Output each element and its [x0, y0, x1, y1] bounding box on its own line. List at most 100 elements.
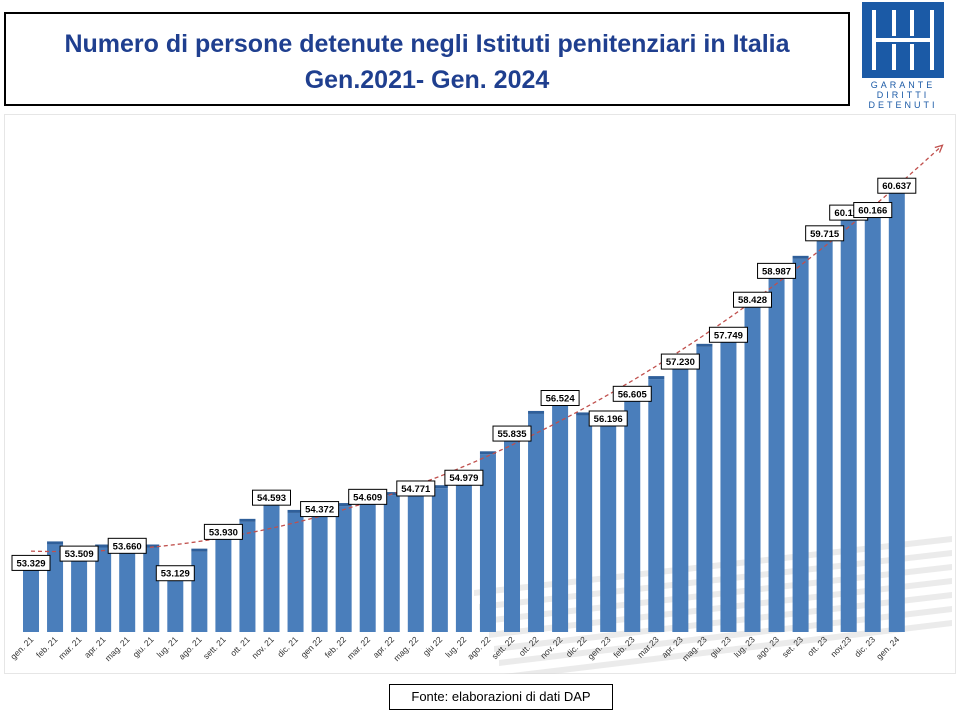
bar [455, 478, 472, 632]
data-label-text: 54.372 [305, 505, 334, 516]
logo-emblem-icon [862, 2, 944, 78]
bar [744, 300, 761, 632]
data-label-box [540, 390, 580, 407]
data-label-box [612, 385, 652, 402]
data-label-box [757, 262, 797, 279]
bar-top [191, 548, 208, 552]
data-label-text: 54.771 [401, 484, 431, 495]
x-tick-label: giu. 21 [131, 634, 156, 659]
data-label-text: 57.749 [714, 330, 743, 341]
bar [191, 551, 208, 632]
data-label: 54.979 [444, 469, 484, 486]
x-tick-label: mar. 22 [345, 634, 372, 661]
data-label-box [348, 488, 388, 505]
bar-top [792, 255, 809, 259]
data-label-text: 60.166 [858, 206, 887, 217]
bar [888, 186, 905, 632]
x-tick-label: gen. 24 [874, 634, 901, 661]
data-label-box [396, 480, 436, 497]
data-label-box [11, 554, 51, 571]
floor-stripe [479, 550, 952, 610]
bar [576, 415, 593, 632]
bar [263, 498, 280, 632]
x-tick-label: lug. 21 [155, 634, 180, 659]
bar [552, 398, 569, 632]
data-label-box [708, 326, 748, 343]
data-label-box [203, 523, 243, 540]
x-tick-label: gen. 21 [8, 634, 35, 661]
bar-top [47, 541, 64, 545]
bar [768, 271, 785, 632]
data-label-text: 53.930 [209, 527, 238, 538]
data-labels-group: 53.329 53.509 53.660 53.129 53.930 54.593 54.3… [11, 177, 917, 582]
logo-word-detenuti: DETENUTI [868, 100, 938, 110]
x-tick-label: ago. 21 [177, 634, 204, 661]
chart-title-line2: Gen.2021- Gen. 2024 [304, 66, 550, 94]
data-label-text: 57.230 [666, 357, 695, 368]
bar [624, 394, 641, 632]
bar [23, 563, 39, 632]
data-label: 54.372 [300, 501, 340, 518]
data-label: 58.987 [757, 262, 797, 279]
data-label: 54.609 [348, 488, 388, 505]
bar [840, 213, 857, 632]
data-label-text: 58.428 [738, 295, 767, 306]
data-label-box [492, 425, 532, 442]
data-label-text: 56.605 [618, 389, 648, 400]
bar-top [287, 509, 304, 513]
data-label-text: 54.979 [449, 473, 478, 484]
bar [335, 506, 352, 632]
logo-word-diritti: DIRITTI [876, 90, 930, 100]
bar [600, 418, 617, 632]
data-label-text: 58.987 [762, 266, 791, 277]
data-label-text: 60.637 [882, 181, 911, 192]
data-label-box [733, 291, 772, 308]
data-label: 56.524 [540, 390, 580, 407]
x-tick-label: giu 22 [421, 634, 445, 658]
trendline-arrowhead [934, 144, 944, 153]
x-tick-label: lug. 22 [443, 634, 468, 659]
bar [672, 362, 689, 632]
data-label-text: 53.329 [16, 558, 45, 569]
x-tick-label: dic. 21 [275, 634, 300, 659]
data-label-box [853, 202, 893, 219]
data-label: 55.835 [492, 425, 532, 442]
garante-logo: GARANTE DIRITTI DETENUTI [862, 2, 944, 110]
data-label: 57.749 [708, 326, 748, 343]
x-tick-label: feb. 21 [34, 634, 60, 660]
data-label-box [155, 565, 195, 582]
data-label-box [444, 469, 484, 486]
data-label-box [660, 353, 700, 370]
bar-top [528, 410, 545, 414]
data-label-text: 54.609 [353, 492, 382, 503]
bar-top [143, 544, 160, 548]
bar [816, 233, 833, 632]
x-tick-label: dic. 23 [852, 634, 877, 659]
bar-top [696, 343, 713, 347]
x-tick-label: mag. 21 [103, 634, 132, 663]
x-tick-label: mar. 21 [56, 634, 83, 661]
bars-group [23, 183, 905, 632]
bar [119, 546, 136, 632]
chart-area: 53.329 53.509 53.660 53.129 53.930 54.593 54.3… [4, 114, 956, 674]
data-label-text: 56.196 [594, 414, 623, 425]
bar [696, 346, 713, 632]
x-tick-label: mag. 22 [391, 634, 420, 663]
bar [792, 258, 809, 632]
x-tick-label: nov. 21 [250, 634, 277, 661]
bar-chart: 53.329 53.509 53.660 53.129 53.930 54.593 54.3… [8, 144, 952, 674]
bar [47, 544, 64, 632]
data-label: 54.593 [252, 489, 291, 506]
x-tick-label: gen 22 [299, 634, 325, 660]
data-label-text: 59.715 [810, 229, 840, 240]
chart-title-box: Numero di persone detenute negli Istitut… [4, 12, 850, 106]
data-label-box [300, 501, 340, 518]
data-label: 53.329 [11, 554, 51, 571]
data-label-box [805, 225, 845, 242]
bar [864, 210, 881, 632]
bar-top [95, 544, 112, 548]
data-label: 60.166 [853, 202, 893, 219]
bar-top [648, 376, 665, 380]
data-label-text: 54.593 [257, 493, 286, 504]
data-label-text: 60.116 [834, 208, 863, 219]
